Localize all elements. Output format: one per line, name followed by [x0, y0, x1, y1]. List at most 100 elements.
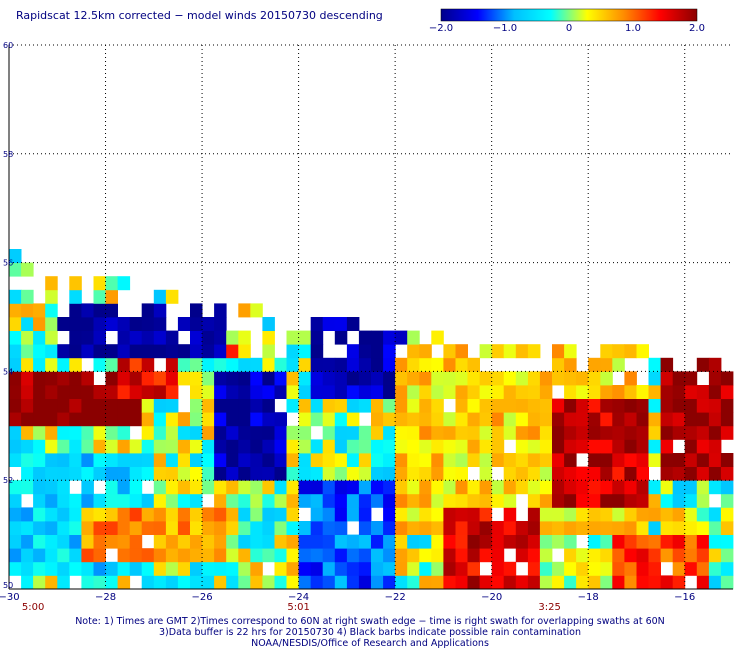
x-tick-label: −30: [0, 592, 20, 603]
heatmap-cell: [214, 303, 227, 318]
heatmap-cell: [648, 357, 661, 372]
heatmap-cell: [564, 412, 577, 427]
heatmap-cell: [165, 425, 179, 440]
heatmap-cell: [648, 412, 661, 427]
heatmap-cell: [250, 548, 263, 563]
heatmap-cell: [117, 276, 131, 291]
heatmap-cell: [238, 425, 251, 440]
heatmap-cell: [141, 453, 155, 467]
heatmap-cell: [383, 453, 396, 467]
heatmap-cell: [202, 371, 215, 386]
heatmap-cell: [503, 575, 517, 590]
heatmap-cell: [262, 493, 275, 508]
heatmap-cell: [286, 398, 299, 413]
heatmap-cell: [69, 276, 82, 291]
heatmap-cell: [358, 466, 372, 481]
heatmap-cell: [539, 398, 553, 413]
heatmap-cell: [262, 575, 275, 590]
heatmap-cell: [153, 412, 167, 427]
heatmap-cell: [93, 289, 106, 304]
heatmap-cell: [431, 439, 444, 454]
heatmap-cell: [33, 534, 46, 549]
heatmap-cell: [431, 330, 444, 345]
heatmap-cell: [274, 493, 287, 508]
heatmap-cell: [226, 466, 239, 481]
heatmap-cell: [684, 480, 698, 495]
heatmap-cell: [419, 398, 432, 413]
heatmap-cell: [310, 493, 324, 508]
heatmap-cell: [672, 548, 686, 563]
heatmap-cell: [455, 548, 468, 563]
heatmap-cell: [322, 480, 336, 495]
heatmap-cell: [165, 344, 179, 359]
heatmap-cell: [479, 493, 493, 508]
heatmap-cell: [322, 371, 336, 386]
heatmap-cell: [45, 507, 58, 522]
heatmap-cell: [600, 385, 613, 399]
heatmap-cell: [395, 398, 408, 413]
heatmap-cell: [564, 371, 577, 386]
heatmap-cell: [455, 534, 468, 549]
heatmap-cell: [346, 439, 360, 454]
heatmap-cell: [262, 480, 275, 495]
heatmap-cell: [564, 344, 577, 359]
heatmap-cell: [310, 575, 324, 590]
heatmap-cell: [684, 493, 698, 508]
heatmap-cell: [383, 493, 396, 508]
heatmap-cell: [57, 521, 70, 535]
heatmap-cell: [310, 453, 324, 467]
heatmap-cell: [552, 412, 565, 427]
heatmap-cell: [443, 575, 456, 590]
heatmap-cell: [226, 493, 239, 508]
heatmap-cell: [81, 575, 94, 590]
heatmap-cell: [21, 439, 34, 454]
heatmap-cell: [660, 412, 674, 427]
heatmap-cell: [660, 371, 674, 386]
heatmap-cell: [636, 466, 649, 481]
heatmap-cell: [612, 398, 625, 413]
heatmap-cell: [636, 439, 649, 454]
heatmap-cell: [431, 398, 444, 413]
heatmap-cell: [9, 357, 22, 372]
heatmap-cell: [153, 303, 167, 318]
heatmap-cell: [21, 357, 34, 372]
heatmap-cell: [431, 385, 444, 399]
heatmap-cell: [93, 507, 106, 522]
heatmap-cell: [564, 521, 577, 535]
heatmap-cell: [21, 330, 34, 345]
heatmap-cell: [648, 425, 661, 440]
heatmap-cell: [322, 425, 336, 440]
heatmap-cell: [33, 561, 46, 576]
heatmap-cell: [600, 371, 613, 386]
heatmap-cell: [117, 493, 131, 508]
heatmap-cell: [431, 548, 444, 563]
heatmap-cell: [286, 385, 299, 399]
heatmap-cell: [250, 371, 263, 386]
colorbar-tick-label: 2.0: [689, 23, 705, 34]
heatmap-cell: [322, 534, 336, 549]
heatmap-cell: [588, 357, 601, 372]
heatmap-cell: [539, 493, 553, 508]
heatmap-cell: [105, 412, 118, 427]
heatmap-cell: [21, 548, 34, 563]
x-tick-label: −24: [288, 592, 309, 603]
heatmap-cell: [141, 425, 155, 440]
heatmap-cell: [358, 521, 372, 535]
heatmap-cell: [238, 466, 251, 481]
heatmap-cell: [395, 357, 408, 372]
heatmap-cell: [238, 344, 251, 359]
heatmap-cell: [383, 575, 396, 590]
heatmap-cell: [105, 276, 118, 291]
heatmap-cell: [202, 480, 215, 495]
heatmap-cell: [57, 548, 70, 563]
heatmap-cell: [383, 425, 396, 440]
heatmap-cell: [527, 493, 541, 508]
heatmap-cell: [21, 453, 34, 467]
heatmap-cell: [503, 412, 517, 427]
heatmap-cell: [45, 453, 58, 467]
heatmap-cell: [9, 317, 22, 331]
heatmap-cell: [250, 453, 263, 467]
heatmap-cell: [371, 385, 384, 399]
heatmap-cell: [696, 412, 710, 427]
heatmap-cell: [624, 425, 637, 440]
